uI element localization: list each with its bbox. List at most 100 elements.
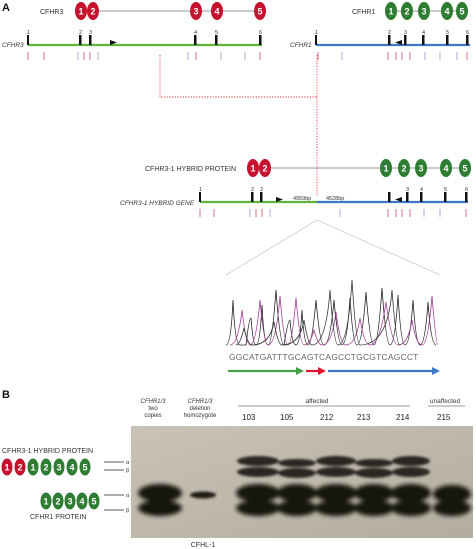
svg-text:5: 5 (215, 30, 218, 36)
chromatogram (225, 279, 439, 346)
svg-text:6: 6 (259, 30, 262, 36)
svg-text:3: 3 (56, 463, 61, 473)
legend-cfhr1-1: 1 (40, 492, 52, 510)
column-header-two-copies: CFHR1/3 two copies (140, 399, 166, 419)
svg-text:3: 3 (421, 7, 426, 17)
svg-text:deletion: deletion (189, 406, 210, 412)
legend-cfhr1-4: 4 (76, 492, 88, 510)
legend-hybrid-green-5: 5 (79, 458, 91, 476)
cfhr1-domain-4: 4 (441, 2, 453, 20)
svg-text:1: 1 (315, 30, 318, 36)
sequence-row: GGCATGATTTGCAGTCAGCCTGCGTCAGCCT (229, 352, 419, 362)
red-arrow-icon (318, 367, 326, 375)
svg-text:1: 1 (4, 463, 9, 473)
svg-text:homozygote: homozygote (184, 413, 217, 419)
zoom-lines (225, 219, 441, 276)
hybrid-bp-right: 4528bp (326, 196, 344, 202)
svg-text:4: 4 (422, 30, 425, 36)
cfhr3-gene-label: CFHR3 (2, 42, 24, 49)
svg-text:CFHR1/3: CFHR1/3 (187, 399, 213, 405)
svg-text:two: two (148, 406, 158, 412)
hybrid-gene-label: CFHR3-1 HYBRID GENE (120, 200, 195, 207)
sample-labels: 103 105 212 213 214 215 (242, 413, 451, 422)
svg-text:α: α (126, 493, 130, 499)
svg-text:1: 1 (250, 164, 255, 174)
legend-hybrid-red-1: 1 (1, 458, 13, 476)
hybrid-green-domain-2: 2 (398, 159, 410, 177)
svg-text:5: 5 (462, 164, 467, 174)
svg-text:2: 2 (388, 30, 391, 36)
hybrid-protein-label: CFHR3-1 HYBRID PROTEIN (145, 166, 236, 173)
svg-text:4: 4 (214, 7, 219, 17)
svg-text:3: 3 (193, 7, 198, 17)
svg-text:2: 2 (90, 7, 95, 17)
svg-text:5: 5 (91, 497, 96, 507)
column-header-deletion: CFHR1/3 deletion homozygote (184, 399, 217, 419)
group-affected: affected (238, 398, 410, 407)
svg-text:4: 4 (420, 187, 423, 193)
hybrid-bp-left: 4959bp (293, 196, 311, 202)
svg-text:1: 1 (30, 463, 35, 473)
svg-text:1: 1 (388, 7, 393, 17)
legend-hybrid-green-2: 2 (40, 458, 52, 476)
hybrid-green-domain-3: 3 (415, 159, 427, 177)
legend-cfhr1-3: 3 (64, 492, 76, 510)
svg-text:4: 4 (444, 7, 449, 17)
svg-text:unaffected: unaffected (430, 398, 461, 405)
svg-text:3: 3 (67, 497, 72, 507)
svg-text:2: 2 (79, 30, 82, 36)
cfhr1-markers (317, 52, 468, 60)
svg-text:4: 4 (443, 164, 448, 174)
hybrid-arrowhead-right-icon (276, 197, 283, 202)
cfhr1-arrowhead-icon (395, 40, 402, 45)
cfhl1-label: CFHL-1 (191, 542, 216, 549)
dna-sequence: GGCATGATTTGCAGTCAGCCTGCGTCAGCCT (229, 352, 419, 362)
svg-text:2: 2 (55, 497, 60, 507)
band-mark-labels: α β α β (126, 460, 130, 514)
cfhr3-domain-3: 3 (190, 2, 202, 20)
svg-text:2: 2 (262, 164, 267, 174)
hybrid-markers (199, 209, 467, 217)
svg-text:3: 3 (404, 30, 407, 36)
cfhr3-arrowhead-icon (110, 40, 117, 45)
cfhl1-band (190, 491, 216, 499)
band-markers (104, 461, 124, 511)
svg-text:copies: copies (144, 413, 161, 419)
cfhr3-markers (27, 52, 261, 60)
western-blot (131, 426, 473, 538)
cfhr3-domain-2: 2 (87, 2, 99, 20)
legend-hybrid-green-4: 4 (66, 458, 78, 476)
svg-text:2: 2 (251, 187, 254, 193)
svg-text:2: 2 (404, 7, 409, 17)
svg-text:5: 5 (444, 187, 447, 193)
svg-text:4: 4 (69, 463, 74, 473)
svg-text:1: 1 (27, 30, 30, 36)
cfhr1-domain-3: 3 (418, 2, 430, 20)
svg-text:CFHR3-1 HYBRID PROTEIN: CFHR3-1 HYBRID PROTEIN (2, 448, 93, 455)
hybrid-group: CFHR3-1 HYBRID PROTEIN 1 2 1 2 3 4 5 CFH… (120, 159, 471, 217)
svg-text:4: 4 (79, 497, 84, 507)
cfhr1-domain-5: 5 (456, 2, 468, 20)
svg-text:affected: affected (305, 398, 328, 405)
svg-text:β: β (126, 508, 129, 514)
blot-membrane (131, 426, 473, 538)
cfhr3-protein-label: CFHR3 (40, 9, 63, 16)
cfhr1-domain-1: 1 (385, 2, 397, 20)
cfhr1-bands (138, 484, 471, 516)
svg-text:3: 3 (89, 30, 92, 36)
svg-text:2: 2 (17, 463, 22, 473)
svg-text:6: 6 (465, 187, 468, 193)
svg-text:2: 2 (401, 164, 406, 174)
sample-215: 215 (437, 413, 451, 422)
svg-text:3: 3 (260, 187, 263, 193)
blue-arrow-icon (432, 367, 440, 375)
sample-213: 213 (357, 413, 371, 422)
svg-text:5: 5 (82, 463, 87, 473)
svg-text:1: 1 (78, 7, 83, 17)
hybrid-green-domain-4: 4 (440, 159, 452, 177)
svg-text:β: β (126, 468, 129, 474)
hybrid-red-domain-2: 2 (259, 159, 271, 177)
sample-212: 212 (320, 413, 334, 422)
